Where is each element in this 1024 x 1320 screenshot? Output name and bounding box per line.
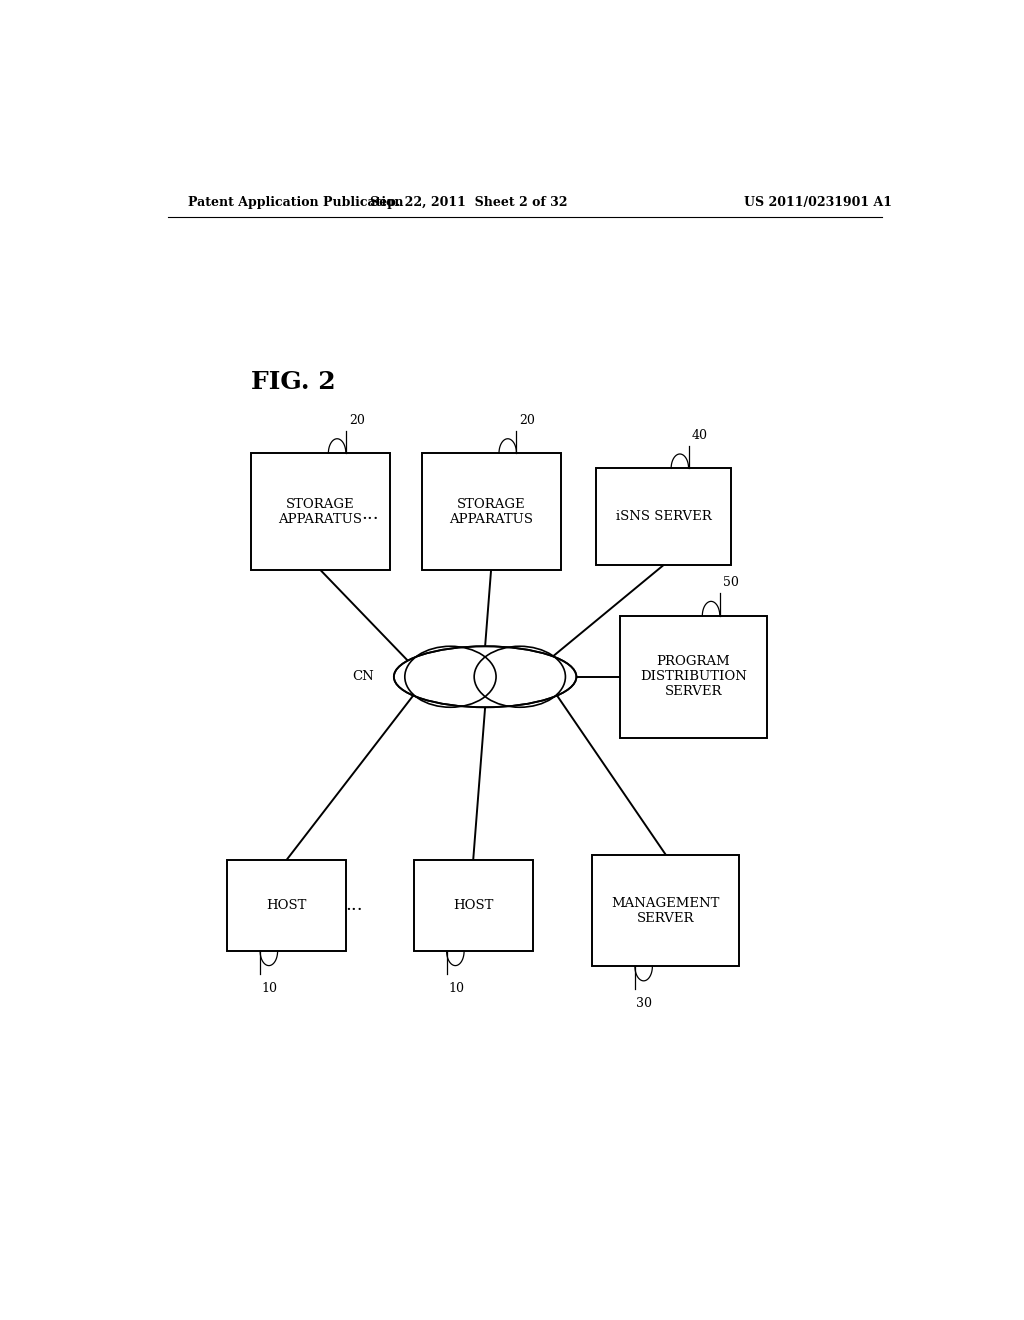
Text: 10: 10	[262, 982, 278, 995]
Bar	[422, 453, 560, 570]
Text: ...: ...	[345, 896, 362, 915]
Text: 20: 20	[519, 413, 536, 426]
Text: STORAGE
APPARATUS: STORAGE APPARATUS	[450, 498, 534, 525]
Text: MANAGEMENT
SERVER: MANAGEMENT SERVER	[611, 896, 720, 924]
Text: US 2011/0231901 A1: US 2011/0231901 A1	[744, 195, 893, 209]
Bar	[414, 859, 532, 952]
Text: 50: 50	[723, 577, 739, 589]
Bar	[596, 469, 731, 565]
Text: ...: ...	[361, 506, 379, 523]
Text: 30: 30	[637, 997, 652, 1010]
Text: 10: 10	[449, 982, 464, 995]
Text: FIG. 2: FIG. 2	[251, 370, 336, 393]
Text: 20: 20	[349, 413, 365, 426]
Text: HOST: HOST	[453, 899, 494, 912]
Text: Patent Application Publication: Patent Application Publication	[187, 195, 403, 209]
Bar	[227, 859, 346, 952]
Text: STORAGE
APPARATUS: STORAGE APPARATUS	[279, 498, 362, 525]
Text: Sep. 22, 2011  Sheet 2 of 32: Sep. 22, 2011 Sheet 2 of 32	[371, 195, 568, 209]
Text: PROGRAM
DISTRIBUTION
SERVER: PROGRAM DISTRIBUTION SERVER	[640, 655, 746, 698]
Bar	[592, 854, 739, 966]
Bar	[251, 453, 390, 570]
Text: HOST: HOST	[266, 899, 307, 912]
Ellipse shape	[394, 647, 577, 708]
Text: CN: CN	[352, 671, 374, 684]
Text: 40: 40	[692, 429, 708, 442]
Bar	[620, 615, 767, 738]
Text: iSNS SERVER: iSNS SERVER	[615, 511, 712, 523]
